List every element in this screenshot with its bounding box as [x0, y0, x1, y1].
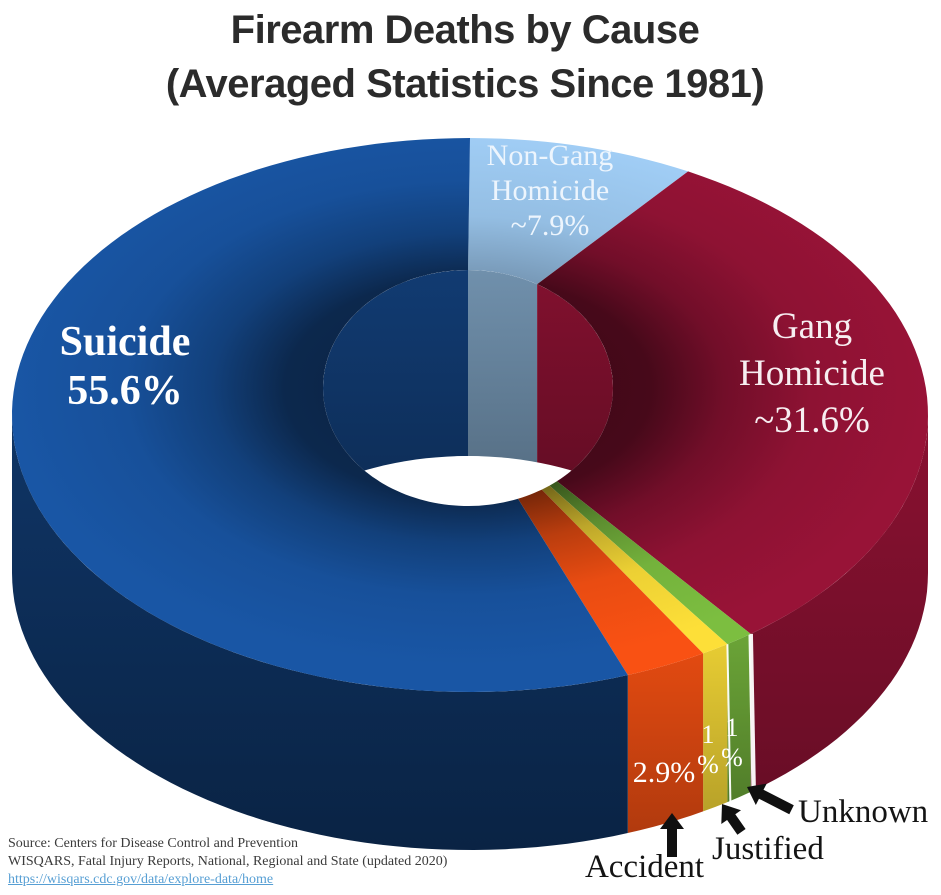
slice-accident-side: [627, 653, 704, 833]
slice-label-gang-line1: Gang: [771, 306, 853, 347]
slice-gang-homicide-side: [750, 415, 928, 792]
chart-title: Firearm Deaths by Cause: [230, 8, 700, 52]
slice-value-accident: 2.9%: [632, 756, 696, 789]
slice-label-gang-homicide: Gang Homicide ~31.6%: [702, 303, 922, 444]
slice-label-non-gang-line2: Homicide: [490, 174, 610, 207]
slice-value-unknown-line2: %: [721, 743, 743, 772]
slice-value-justified-line2: %: [697, 750, 719, 779]
unknown-arrow-icon: [747, 783, 794, 815]
callout-unknown: Unknown: [798, 794, 929, 830]
slice-suicide-side: [12, 415, 628, 850]
slice-suicide-top: [12, 138, 628, 692]
slice-value-non-gang-homicide: ~7.9%: [510, 209, 590, 242]
callout-justified: Justified: [712, 831, 824, 867]
slice-gap-highlight: [726, 644, 732, 803]
slice-justified-top: [541, 485, 728, 654]
donut-hole: [323, 270, 613, 506]
slice-non-gang-homicide-inner-wall: [468, 270, 538, 471]
slice-suicide-inner-wall: [323, 270, 468, 506]
slice-unknown-side: [727, 633, 751, 803]
chart-subtitle: (Averaged Statistics Since 1981): [165, 62, 765, 106]
accident-arrow-icon: [660, 813, 684, 857]
slice-label-non-gang-line1: Non-Gang: [486, 139, 614, 172]
slice-label-non-gang-homicide: Non-Gang Homicide ~7.9%: [445, 138, 655, 243]
slice-label-gang-line2: Homicide: [739, 353, 885, 394]
slice-value-justified-line1: 1: [701, 720, 715, 749]
slice-label-suicide-name: Suicide: [59, 319, 191, 365]
slice-value-gang-homicide: ~31.6%: [754, 400, 870, 441]
slice-value-suicide: 55.6%: [67, 368, 183, 414]
slice-accident-top: [518, 489, 704, 675]
slice-value-unknown-line1: 1: [725, 713, 739, 742]
justified-arrow-icon: [721, 804, 746, 835]
slice-value-unknown: 1 %: [717, 713, 747, 773]
source-line-2: WISQARS, Fatal Injury Reports, National,…: [8, 854, 448, 869]
source-link[interactable]: https://wisqars.cdc.gov/data/explore-dat…: [8, 872, 274, 887]
slice-gang-homicide-top: [537, 171, 928, 634]
slice-justified-side: [703, 644, 728, 812]
slice-value-justified: 1 %: [693, 720, 723, 780]
slice-unknown-top: [549, 481, 751, 645]
slice-gap-highlight: [748, 633, 756, 792]
slice-label-suicide: Suicide 55.6%: [30, 318, 220, 416]
slice-non-gang-homicide-top: [468, 138, 689, 285]
source-line-1: Source: Centers for Disease Control and …: [8, 836, 299, 851]
callout-accident: Accident: [584, 849, 705, 885]
